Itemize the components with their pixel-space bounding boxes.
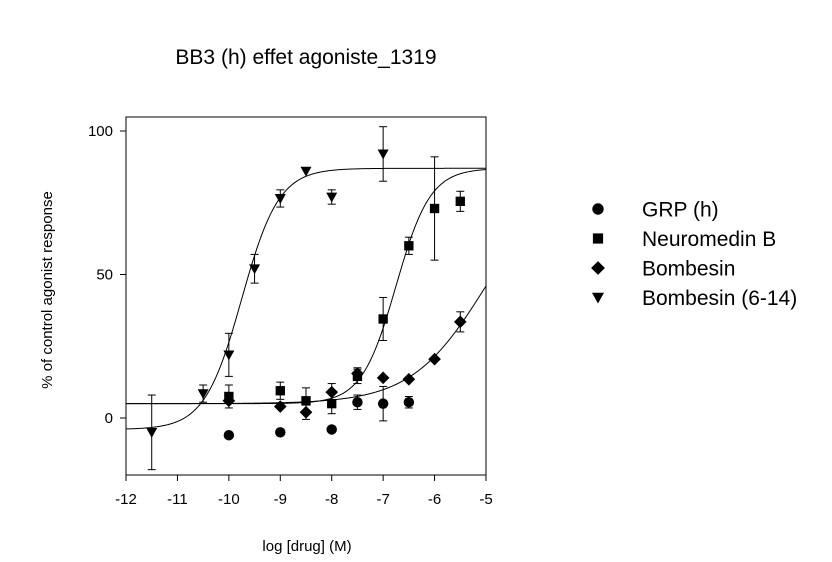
data-point	[402, 372, 416, 386]
y-axis: 0 50 100	[88, 123, 126, 427]
data-point	[197, 389, 209, 400]
data-point	[301, 396, 311, 406]
data-point	[351, 367, 364, 380]
legend-label: GRP (h)	[642, 199, 719, 222]
data-points	[146, 149, 467, 441]
data-point	[273, 400, 287, 413]
plot-frame	[125, 116, 487, 476]
data-point	[378, 314, 388, 324]
chart-title: BB3 (h) effet agoniste_1319	[175, 46, 436, 69]
data-point	[352, 396, 363, 408]
data-point	[455, 196, 465, 206]
y-tick-label: 50	[96, 267, 113, 284]
data-point	[376, 371, 390, 385]
x-axis: -12 -11 -10 -9 -8 -7 -6 -5	[115, 475, 493, 508]
data-point	[429, 203, 440, 214]
data-point	[326, 192, 338, 203]
y-axis-label: % of control agonist response	[39, 191, 56, 389]
data-point	[377, 149, 389, 160]
x-axis-label: log [drug] (M)	[262, 538, 351, 555]
x-tick-label: -10	[218, 491, 240, 508]
x-tick-label: -5	[479, 491, 492, 508]
data-point	[275, 427, 286, 438]
y-tick-label: 100	[88, 123, 113, 140]
data-point	[300, 166, 312, 177]
legend-label: Neuromedin B	[642, 228, 776, 251]
legend-marker	[592, 203, 604, 215]
data-point	[453, 315, 467, 329]
data-point	[325, 385, 339, 399]
data-point	[223, 429, 235, 441]
legend-marker	[591, 261, 605, 275]
legend-marker	[592, 233, 604, 244]
x-tick-label: -12	[115, 491, 137, 508]
legend-label: Bombesin	[642, 258, 735, 281]
data-point	[222, 394, 236, 408]
data-point	[223, 350, 235, 361]
fit-curve	[125, 285, 487, 405]
x-tick-label: -11	[167, 491, 188, 508]
x-tick-label: -7	[376, 491, 389, 508]
data-point	[403, 396, 415, 408]
data-point	[428, 352, 441, 366]
data-point	[249, 264, 261, 275]
legend-label: Bombesin (6-14)	[642, 287, 797, 310]
y-tick-label: 0	[105, 410, 113, 427]
data-point	[146, 427, 158, 438]
legend-marker	[592, 292, 604, 304]
x-tick-label: -6	[428, 491, 441, 508]
data-point	[377, 398, 389, 409]
data-point	[275, 386, 285, 396]
data-point	[327, 398, 337, 409]
data-point	[404, 241, 414, 251]
x-tick-label: -8	[325, 491, 338, 508]
x-tick-label: -9	[274, 491, 287, 508]
legend: GRP (h) Neuromedin B Bombesin Bombesin (6-1…	[591, 199, 797, 310]
data-point	[274, 194, 286, 204]
data-point	[299, 405, 313, 419]
data-point	[326, 424, 337, 435]
